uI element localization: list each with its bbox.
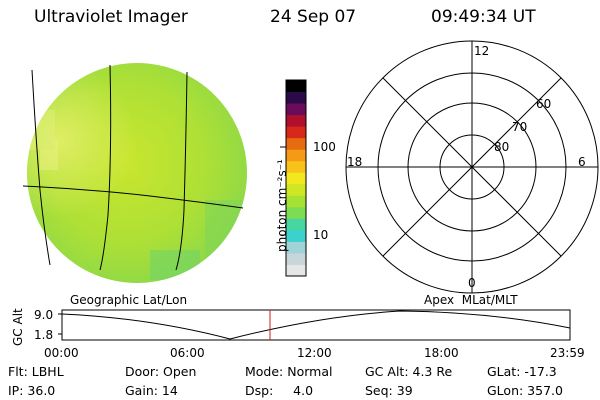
color-bar-band bbox=[286, 114, 306, 127]
altitude-min-label: 1.8 bbox=[34, 328, 54, 342]
color-bar bbox=[280, 79, 307, 277]
filter-status: Flt: LBHL bbox=[8, 364, 64, 379]
mlt-0-label: 0 bbox=[468, 276, 476, 290]
geographic-grid-label: Geographic Lat/Lon bbox=[70, 293, 188, 307]
time-tick-0600: 06:00 bbox=[170, 346, 205, 360]
color-bar-band bbox=[286, 229, 306, 242]
date-label: 24 Sep 07 bbox=[270, 7, 357, 27]
color-bar-band bbox=[286, 126, 306, 139]
gc-alt-status: GC Alt: 4.3 Re bbox=[365, 364, 453, 379]
color-bar-band bbox=[286, 206, 306, 219]
time-tick-2359: 23:59 bbox=[550, 346, 585, 360]
gain-status: Gain: 14 bbox=[125, 383, 178, 398]
altitude-axis-label: GC Alt bbox=[11, 308, 25, 346]
mlt-18-label: 18 bbox=[347, 155, 363, 169]
mlt-6-label: 6 bbox=[578, 155, 586, 169]
mlat-80-label: 80 bbox=[494, 140, 510, 154]
color-bar-band bbox=[286, 91, 306, 104]
dsp-status: Dsp: 4.0 bbox=[245, 383, 314, 398]
app-title: Ultraviolet Imager bbox=[34, 7, 188, 27]
glon-status: GLon: 357.0 bbox=[487, 383, 563, 398]
color-bar-band bbox=[286, 80, 306, 93]
time-tick-0000: 00:00 bbox=[44, 346, 79, 360]
apex-grid-label: Apex MLat/MLT bbox=[424, 293, 518, 307]
color-bar-band bbox=[286, 103, 306, 116]
color-bar-band bbox=[286, 183, 306, 196]
color-bar-band bbox=[286, 160, 306, 173]
altitude-max-label: 9.0 bbox=[34, 308, 54, 322]
altitude-plot bbox=[58, 309, 571, 341]
earth-disk-image bbox=[27, 63, 247, 283]
ip-status: IP: 36.0 bbox=[8, 383, 56, 398]
time-label: 09:49:34 UT bbox=[431, 7, 536, 27]
mlat-70-label: 70 bbox=[512, 120, 528, 134]
color-bar-band bbox=[286, 195, 306, 208]
colorbar-tick-100: 100 bbox=[313, 140, 336, 154]
mlat-60-label: 60 bbox=[536, 97, 552, 111]
color-bar-band bbox=[286, 172, 306, 185]
color-bar-band bbox=[286, 264, 306, 277]
glat-status: GLat: -17.3 bbox=[487, 364, 557, 379]
color-bar-band bbox=[286, 149, 306, 162]
polar-mlat-mlt-plot bbox=[345, 40, 599, 294]
door-status: Door: Open bbox=[125, 364, 197, 379]
time-tick-1200: 12:00 bbox=[297, 346, 332, 360]
mlt-12-label: 12 bbox=[474, 44, 490, 58]
colorbar-tick-10: 10 bbox=[313, 228, 329, 242]
color-bar-band bbox=[286, 241, 306, 254]
time-tick-1800: 18:00 bbox=[424, 346, 459, 360]
colorbar-unit-label: photon cm⁻²s⁻¹ bbox=[275, 159, 289, 252]
mode-status: Mode: Normal bbox=[245, 364, 333, 379]
color-bar-band bbox=[286, 252, 306, 265]
color-bar-band bbox=[286, 218, 306, 231]
geographic-grid bbox=[22, 64, 244, 271]
seq-status: Seq: 39 bbox=[365, 383, 413, 398]
color-bar-band bbox=[286, 137, 306, 150]
